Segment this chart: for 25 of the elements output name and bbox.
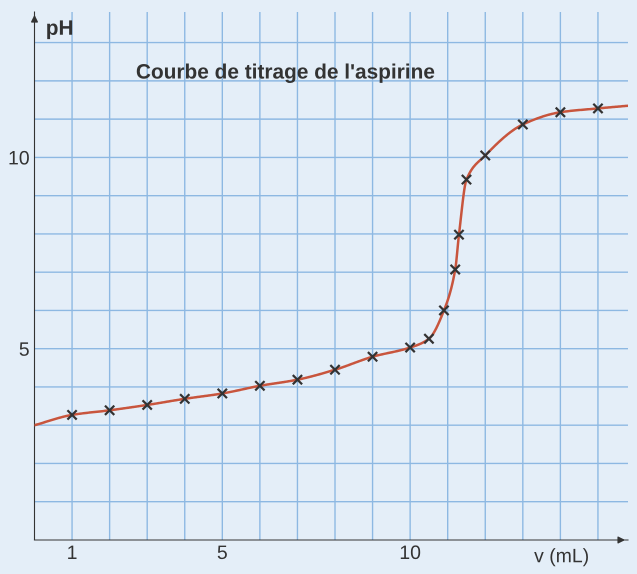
point: [66, 409, 78, 421]
point: [254, 380, 266, 392]
point: [216, 388, 228, 400]
point: [141, 399, 153, 411]
point: [592, 102, 604, 114]
point: [453, 228, 465, 240]
x-tick-label: 5: [218, 546, 227, 560]
point: [423, 332, 435, 345]
point: [104, 404, 116, 416]
point: [404, 342, 416, 354]
point: [329, 364, 341, 376]
point: [366, 350, 378, 362]
x-axis-title: v (mL): [534, 548, 588, 566]
x-tick-label: 10: [400, 545, 420, 560]
point: [449, 264, 461, 276]
point: [517, 118, 529, 130]
point: [438, 304, 450, 316]
point: [460, 174, 472, 186]
point: [178, 393, 191, 405]
point: [292, 374, 304, 386]
point: [479, 150, 492, 162]
point: [554, 106, 566, 118]
y-axis-title: pH: [47, 20, 72, 40]
x-tick-label: 1: [68, 546, 77, 559]
text: Courbe de titrage de l'aspirine: [136, 63, 434, 83]
